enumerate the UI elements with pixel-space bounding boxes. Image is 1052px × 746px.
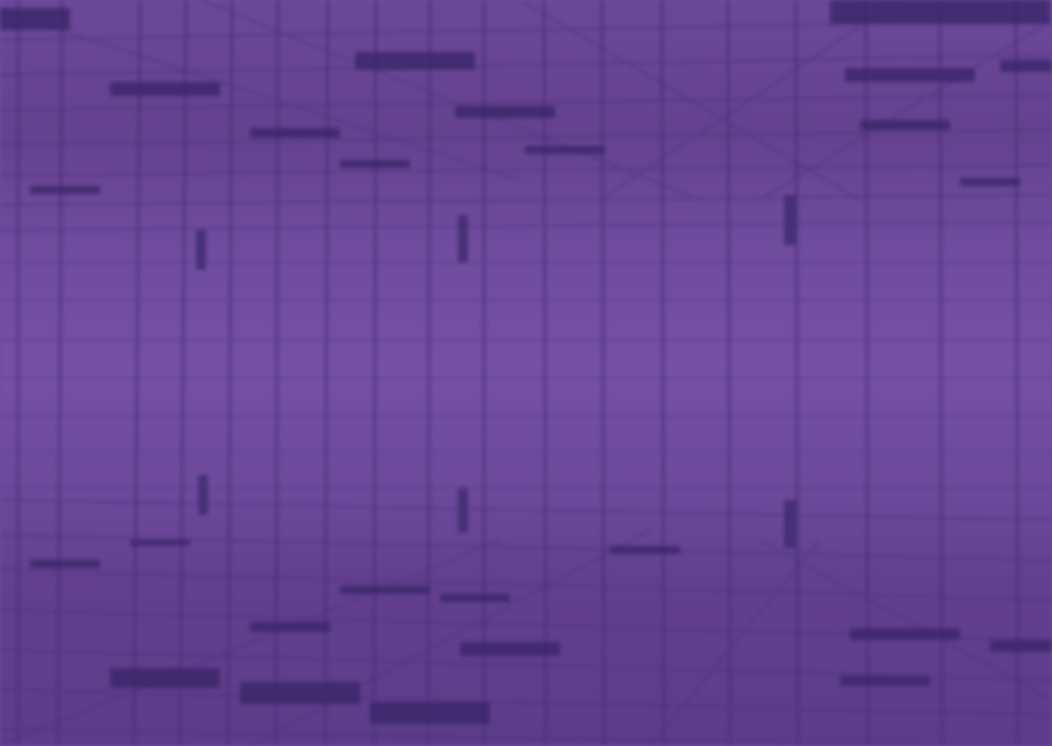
floor-grid [0,499,1052,746]
ceiling-grid [0,0,1052,231]
vertical-posts [196,195,796,548]
floor-slabs [30,540,1052,724]
wall-horizontal-lines [0,261,1052,489]
vertical-grid-lines [16,0,1020,746]
ceiling-slabs [0,0,1052,194]
